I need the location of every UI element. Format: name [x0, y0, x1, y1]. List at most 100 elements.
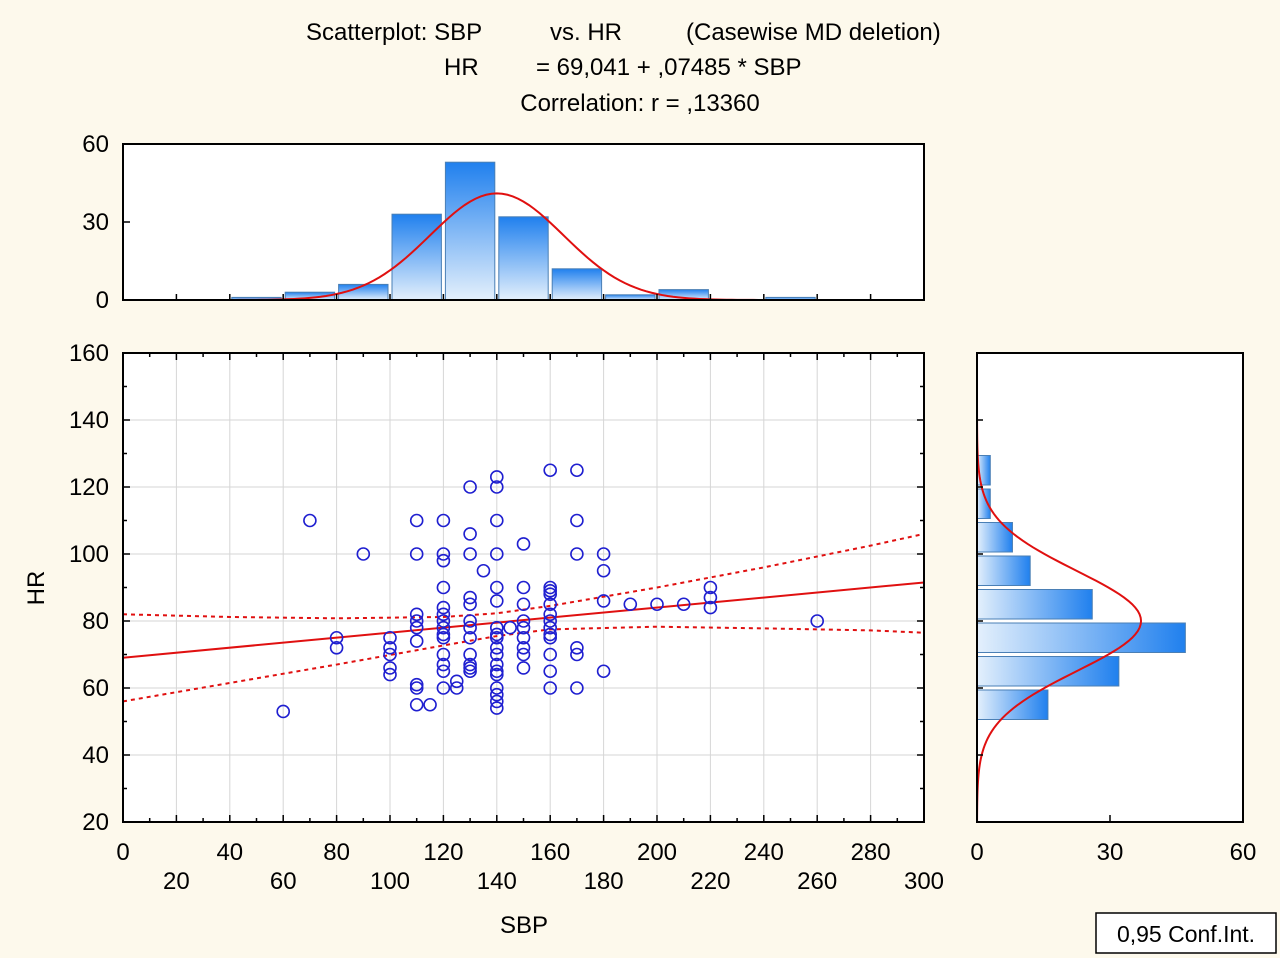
data-point: [436, 513, 451, 528]
x-tick-label: 260: [797, 868, 837, 895]
data-point: [463, 597, 477, 612]
data-point: [436, 664, 451, 679]
y-histogram: 0 30 60: [970, 352, 1256, 866]
data-point: [409, 513, 424, 528]
data-point: [676, 597, 691, 612]
data-point: [436, 547, 451, 561]
data-point: [516, 630, 531, 645]
data-point: [409, 697, 424, 712]
data-point: [516, 647, 531, 662]
data-point: [383, 667, 397, 682]
data-point: [436, 681, 451, 695]
data-point: [383, 647, 397, 662]
data-point: [489, 627, 504, 642]
data-point: [276, 704, 291, 719]
data-point: [436, 607, 451, 622]
data-point: [596, 594, 611, 608]
data-point: [543, 587, 558, 602]
data-point: [543, 681, 558, 695]
y-tick-label: 140: [69, 407, 109, 434]
data-point: [463, 664, 477, 679]
data-point: [543, 607, 558, 622]
data-point: [463, 480, 477, 494]
y-tick-label: 100: [69, 541, 109, 568]
data-point: [463, 527, 477, 541]
data-point: [463, 630, 477, 645]
regression-line: [123, 581, 924, 659]
data-point: [436, 600, 451, 615]
data-point: [463, 547, 477, 561]
data-point: [489, 647, 504, 662]
y-histogram-x-tick-label: 0: [970, 839, 983, 866]
data-point: [543, 580, 558, 595]
data-point: [329, 640, 344, 655]
x-histogram-bar: [551, 268, 603, 300]
x-tick-label: 120: [423, 839, 463, 866]
x-tick-label: 240: [744, 839, 784, 866]
title-line2-a: HR: [444, 54, 479, 81]
data-point: [489, 547, 504, 561]
data-point: [489, 664, 504, 679]
x-tick-label: 160: [530, 839, 570, 866]
data-point: [449, 681, 464, 695]
data-point: [303, 513, 317, 528]
data-point: [623, 597, 638, 612]
data-point: [516, 597, 531, 612]
x-histogram-bar: [284, 291, 336, 300]
data-point: [516, 580, 531, 595]
x-tick-label: 280: [851, 839, 891, 866]
title-line2-b: = 69,041 + ,07485 * SBP: [536, 54, 802, 81]
data-point: [489, 513, 504, 528]
x-tick-label: 0: [116, 839, 129, 866]
data-point: [543, 614, 558, 628]
data-point: [409, 607, 424, 622]
conf-band-lower: [123, 625, 924, 703]
x-histogram-bar: [444, 161, 496, 300]
legend: 0,95 Conf.Int.: [1095, 912, 1277, 954]
data-point: [570, 547, 584, 561]
data-point: [436, 580, 451, 595]
data-point: [383, 640, 397, 655]
data-point: [436, 620, 451, 635]
data-point: [543, 463, 558, 478]
x-tick-label: 300: [904, 868, 944, 895]
data-point: [543, 584, 558, 598]
title-line1-c: (Casewise MD deletion): [686, 19, 941, 46]
x-tick-label: 60: [270, 868, 297, 895]
data-point: [436, 657, 451, 672]
y-histogram-bar: [977, 488, 991, 519]
y-tick-label: 80: [82, 608, 109, 635]
legend-box: [1095, 912, 1277, 954]
title-line1-a: Scatterplot: SBP: [306, 19, 482, 46]
y-histogram-bar: [977, 555, 1031, 586]
data-point: [436, 614, 451, 628]
y-histogram-bar: [977, 522, 1013, 553]
data-point: [489, 640, 504, 655]
plot-area: [123, 353, 924, 822]
data-point: [516, 661, 531, 675]
data-point: [409, 614, 424, 628]
x-tick-label: 200: [637, 839, 677, 866]
data-point: [489, 681, 504, 695]
data-point: [489, 687, 504, 702]
data-point: [703, 600, 718, 615]
data-point: [543, 597, 558, 612]
data-point: [489, 667, 504, 682]
x-tick-label: 140: [477, 868, 517, 895]
y-tick-label: 60: [82, 675, 109, 702]
data-point: [703, 590, 718, 605]
data-point: [543, 627, 558, 642]
data-point: [543, 664, 558, 679]
data-point: [476, 563, 491, 578]
data-point: [570, 463, 584, 478]
data-point: [463, 620, 477, 635]
y-tick-label: 160: [69, 340, 109, 367]
data-point: [650, 597, 664, 612]
y-tick-label: 120: [69, 474, 109, 501]
data-point: [329, 630, 344, 645]
y-histogram-bar: [977, 589, 1093, 620]
y-axis-label: HR: [23, 571, 50, 606]
x-histogram-frame: [122, 143, 925, 301]
y-tick-label: 40: [82, 742, 109, 769]
data-point: [449, 674, 464, 689]
